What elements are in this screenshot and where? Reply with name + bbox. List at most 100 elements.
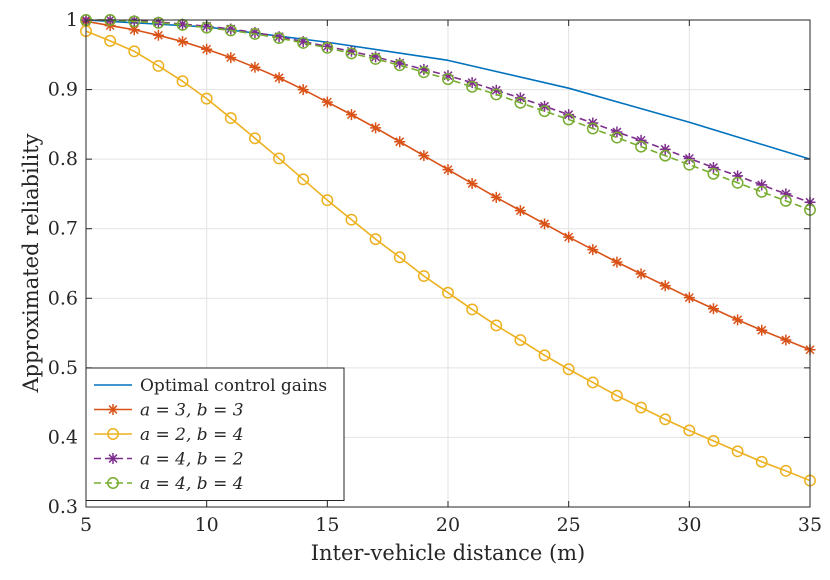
data-point: [152, 29, 164, 41]
data-point: [417, 66, 430, 79]
data-point: [659, 149, 672, 162]
data-point: [297, 36, 309, 48]
y-tick-label: 0.7: [48, 218, 78, 240]
data-point: [442, 164, 454, 176]
data-point: [780, 334, 792, 346]
y-tick-label: 0.5: [48, 357, 78, 379]
data-point: [248, 27, 261, 40]
axis-ticks: 5 10 15 20 25 30 35 0.3 0.4 0.5 0.6 0.7 0.8 0.9 1: [48, 9, 822, 536]
data-point: [635, 401, 648, 414]
data-point: [321, 96, 333, 108]
data-point: [370, 122, 382, 134]
data-point: [732, 314, 744, 326]
y-tick-label: 0.8: [48, 148, 78, 170]
y-tick-label: 0.6: [48, 287, 78, 309]
data-point: [755, 455, 768, 468]
data-point: [417, 270, 430, 282]
x-tick-label: 5: [80, 514, 92, 536]
legend-label-1: a = 3, b = 3: [140, 401, 244, 421]
data-point: [755, 185, 768, 198]
legend-marker-1: [107, 404, 119, 415]
data-point: [128, 15, 141, 28]
data-point: [490, 191, 502, 203]
data-point: [104, 34, 117, 47]
data-point: [249, 27, 261, 39]
legend-marker-4: [107, 477, 119, 489]
data-point: [538, 349, 551, 362]
data-point: [370, 51, 382, 63]
data-point: [345, 45, 357, 57]
series-line: [86, 19, 811, 211]
data-point: [707, 167, 720, 180]
data-point: [466, 303, 479, 316]
series-2: [80, 25, 816, 487]
data-point: [393, 251, 406, 264]
data-point: [563, 231, 575, 243]
data-point: [683, 424, 696, 437]
y-axis-label: Approximated reliability: [19, 133, 43, 393]
data-point: [539, 218, 551, 230]
data-point: [273, 72, 285, 84]
data-point: [345, 109, 357, 121]
data-point: [683, 158, 696, 171]
y-tick-label: 1: [66, 9, 78, 31]
data-point: [152, 16, 165, 29]
data-point: [466, 177, 478, 189]
data-point: [610, 389, 623, 402]
data-point: [200, 92, 213, 105]
legend-label-3: a = 4, b = 2: [140, 450, 244, 470]
x-tick-label: 25: [557, 514, 581, 536]
data-point: [683, 292, 695, 304]
data-point: [587, 244, 599, 256]
data-point: [224, 24, 237, 37]
data-point: [466, 77, 478, 89]
data-point: [152, 59, 165, 72]
data-point: [394, 136, 406, 148]
data-point: [780, 188, 792, 200]
series-4: [80, 14, 816, 216]
legend: Optimal control gains a = 3, b = 3 a = 2, …: [85, 367, 345, 501]
data-point: [225, 23, 237, 35]
data-point: [635, 134, 647, 146]
data-point: [418, 150, 430, 162]
data-point: [273, 31, 285, 43]
y-tick-label: 0.9: [48, 79, 78, 101]
y-tick-label: 0.3: [48, 496, 78, 518]
data-point: [707, 161, 719, 173]
data-point: [418, 63, 430, 75]
data-point: [442, 70, 454, 82]
data-point: [562, 113, 575, 126]
data-point: [731, 176, 744, 189]
data-point: [369, 233, 382, 246]
data-point: [586, 376, 599, 389]
x-axis-label: Inter-vehicle distance (m): [311, 541, 586, 565]
x-tick-label: 35: [798, 514, 822, 536]
data-point: [659, 280, 671, 292]
data-point: [683, 152, 695, 164]
data-point: [707, 434, 720, 447]
data-point: [779, 464, 792, 477]
data-point: [490, 88, 503, 101]
data-point: [201, 20, 213, 32]
data-point: [273, 32, 286, 45]
data-point: [610, 131, 623, 144]
data-point: [248, 132, 261, 145]
data-point: [369, 53, 382, 65]
data-point: [586, 122, 599, 135]
data-point: [176, 75, 189, 88]
data-point: [249, 61, 261, 73]
data-point: [394, 57, 406, 69]
data-point: [297, 84, 309, 96]
series-line: [85, 30, 811, 482]
x-tick-label: 20: [436, 514, 460, 536]
data-point: [490, 84, 502, 96]
data-point: [297, 173, 310, 186]
data-point: [659, 413, 672, 426]
data-point: [442, 73, 454, 86]
legend-label-2: a = 2, b = 4: [140, 425, 244, 445]
data-point: [321, 194, 334, 207]
legend-marker-2: [107, 428, 119, 440]
data-point: [225, 52, 237, 64]
data-point: [297, 37, 310, 49]
